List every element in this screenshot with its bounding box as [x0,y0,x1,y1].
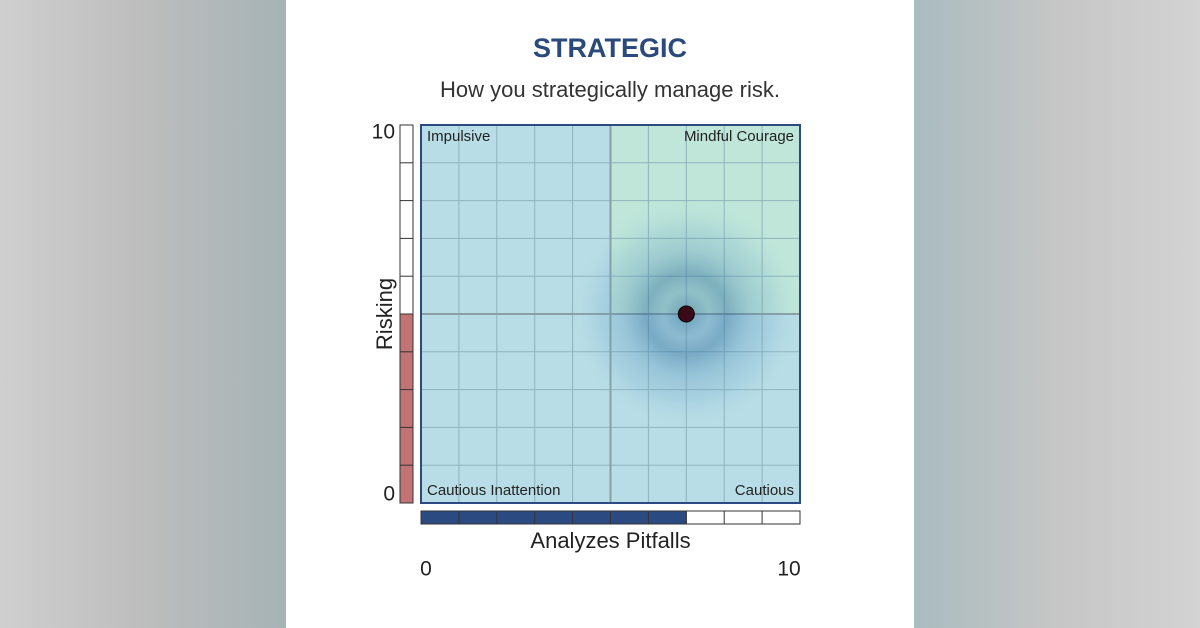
background-right [914,0,1200,628]
x-tick-label: 0 [420,558,432,581]
chart-title: STRATEGIC [533,33,687,63]
y-tick-label: 0 [383,483,395,506]
x-axis-label: Analyzes Pitfalls [530,528,690,553]
y-bar [399,313,414,504]
y-tick-label: 10 [372,121,395,144]
x-tick-label: 10 [777,558,800,581]
background-left [0,0,286,628]
plot-border [420,124,801,504]
x-bar [420,510,687,525]
quadrant-label: Impulsive [427,128,490,145]
quadrant-label: Mindful Courage [684,128,794,145]
quadrant-label: Cautious [735,482,794,499]
quadrant-label: Cautious Inattention [427,482,560,499]
data-point [677,305,695,323]
chart-subtitle: How you strategically manage risk. [440,77,780,102]
y-axis-label: Risking [372,278,397,350]
